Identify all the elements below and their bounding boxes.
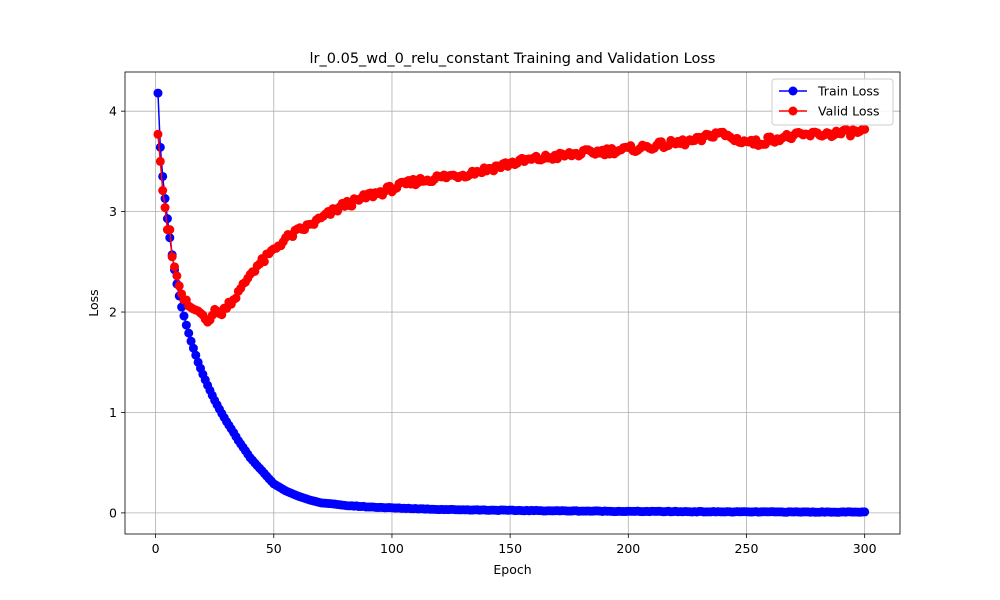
data-point bbox=[172, 271, 182, 281]
data-point bbox=[186, 336, 196, 346]
data-point bbox=[155, 142, 165, 152]
x-tick-label: 150 bbox=[498, 541, 522, 556]
data-point bbox=[153, 88, 163, 98]
x-axis-label: Epoch bbox=[493, 562, 531, 577]
x-tick-label: 100 bbox=[380, 541, 404, 556]
data-point bbox=[160, 203, 170, 213]
data-point bbox=[760, 139, 770, 149]
data-point bbox=[179, 311, 189, 321]
legend-valid-marker bbox=[788, 106, 798, 116]
data-point bbox=[347, 201, 357, 211]
data-point bbox=[158, 186, 168, 196]
axis-ticks: 0 50 100 150 200 250 300 0 1 2 3 4 bbox=[109, 104, 877, 556]
x-tick-label: 50 bbox=[266, 541, 282, 556]
y-tick-label: 0 bbox=[109, 505, 117, 520]
y-tick-label: 3 bbox=[109, 204, 117, 219]
data-point bbox=[160, 194, 170, 204]
data-point bbox=[155, 156, 165, 166]
data-point bbox=[167, 252, 177, 262]
data-point bbox=[860, 507, 870, 517]
chart-title: lr_0.05_wd_0_relu_constant Training and … bbox=[310, 51, 716, 67]
x-tick-label: 250 bbox=[735, 541, 759, 556]
data-point bbox=[170, 262, 180, 272]
data-point bbox=[177, 302, 187, 312]
data-point bbox=[158, 171, 168, 181]
data-point bbox=[165, 225, 175, 235]
x-tick-label: 200 bbox=[616, 541, 640, 556]
legend-train-label: Train Loss bbox=[817, 84, 879, 99]
y-axis-label: Loss bbox=[86, 289, 101, 316]
data-point bbox=[259, 257, 269, 267]
data-point bbox=[860, 124, 870, 134]
data-point bbox=[162, 214, 172, 224]
x-tick-label: 300 bbox=[853, 541, 877, 556]
legend-valid-label: Valid Loss bbox=[818, 104, 880, 119]
data-point bbox=[188, 343, 198, 353]
data-point bbox=[191, 350, 201, 360]
y-tick-label: 2 bbox=[109, 305, 117, 320]
y-tick-label: 1 bbox=[109, 405, 117, 420]
data-point bbox=[184, 328, 194, 338]
data-point bbox=[174, 281, 184, 291]
series-train bbox=[153, 88, 870, 517]
data-point bbox=[153, 129, 163, 139]
legend: Train Loss Valid Loss bbox=[771, 78, 894, 126]
legend-train-marker bbox=[788, 86, 798, 96]
x-tick-label: 0 bbox=[152, 541, 160, 556]
data-point bbox=[181, 320, 191, 330]
series-valid bbox=[153, 124, 870, 327]
y-tick-label: 4 bbox=[109, 104, 117, 119]
plot-frame bbox=[124, 71, 901, 535]
data-series bbox=[153, 88, 870, 517]
data-point bbox=[231, 293, 241, 303]
